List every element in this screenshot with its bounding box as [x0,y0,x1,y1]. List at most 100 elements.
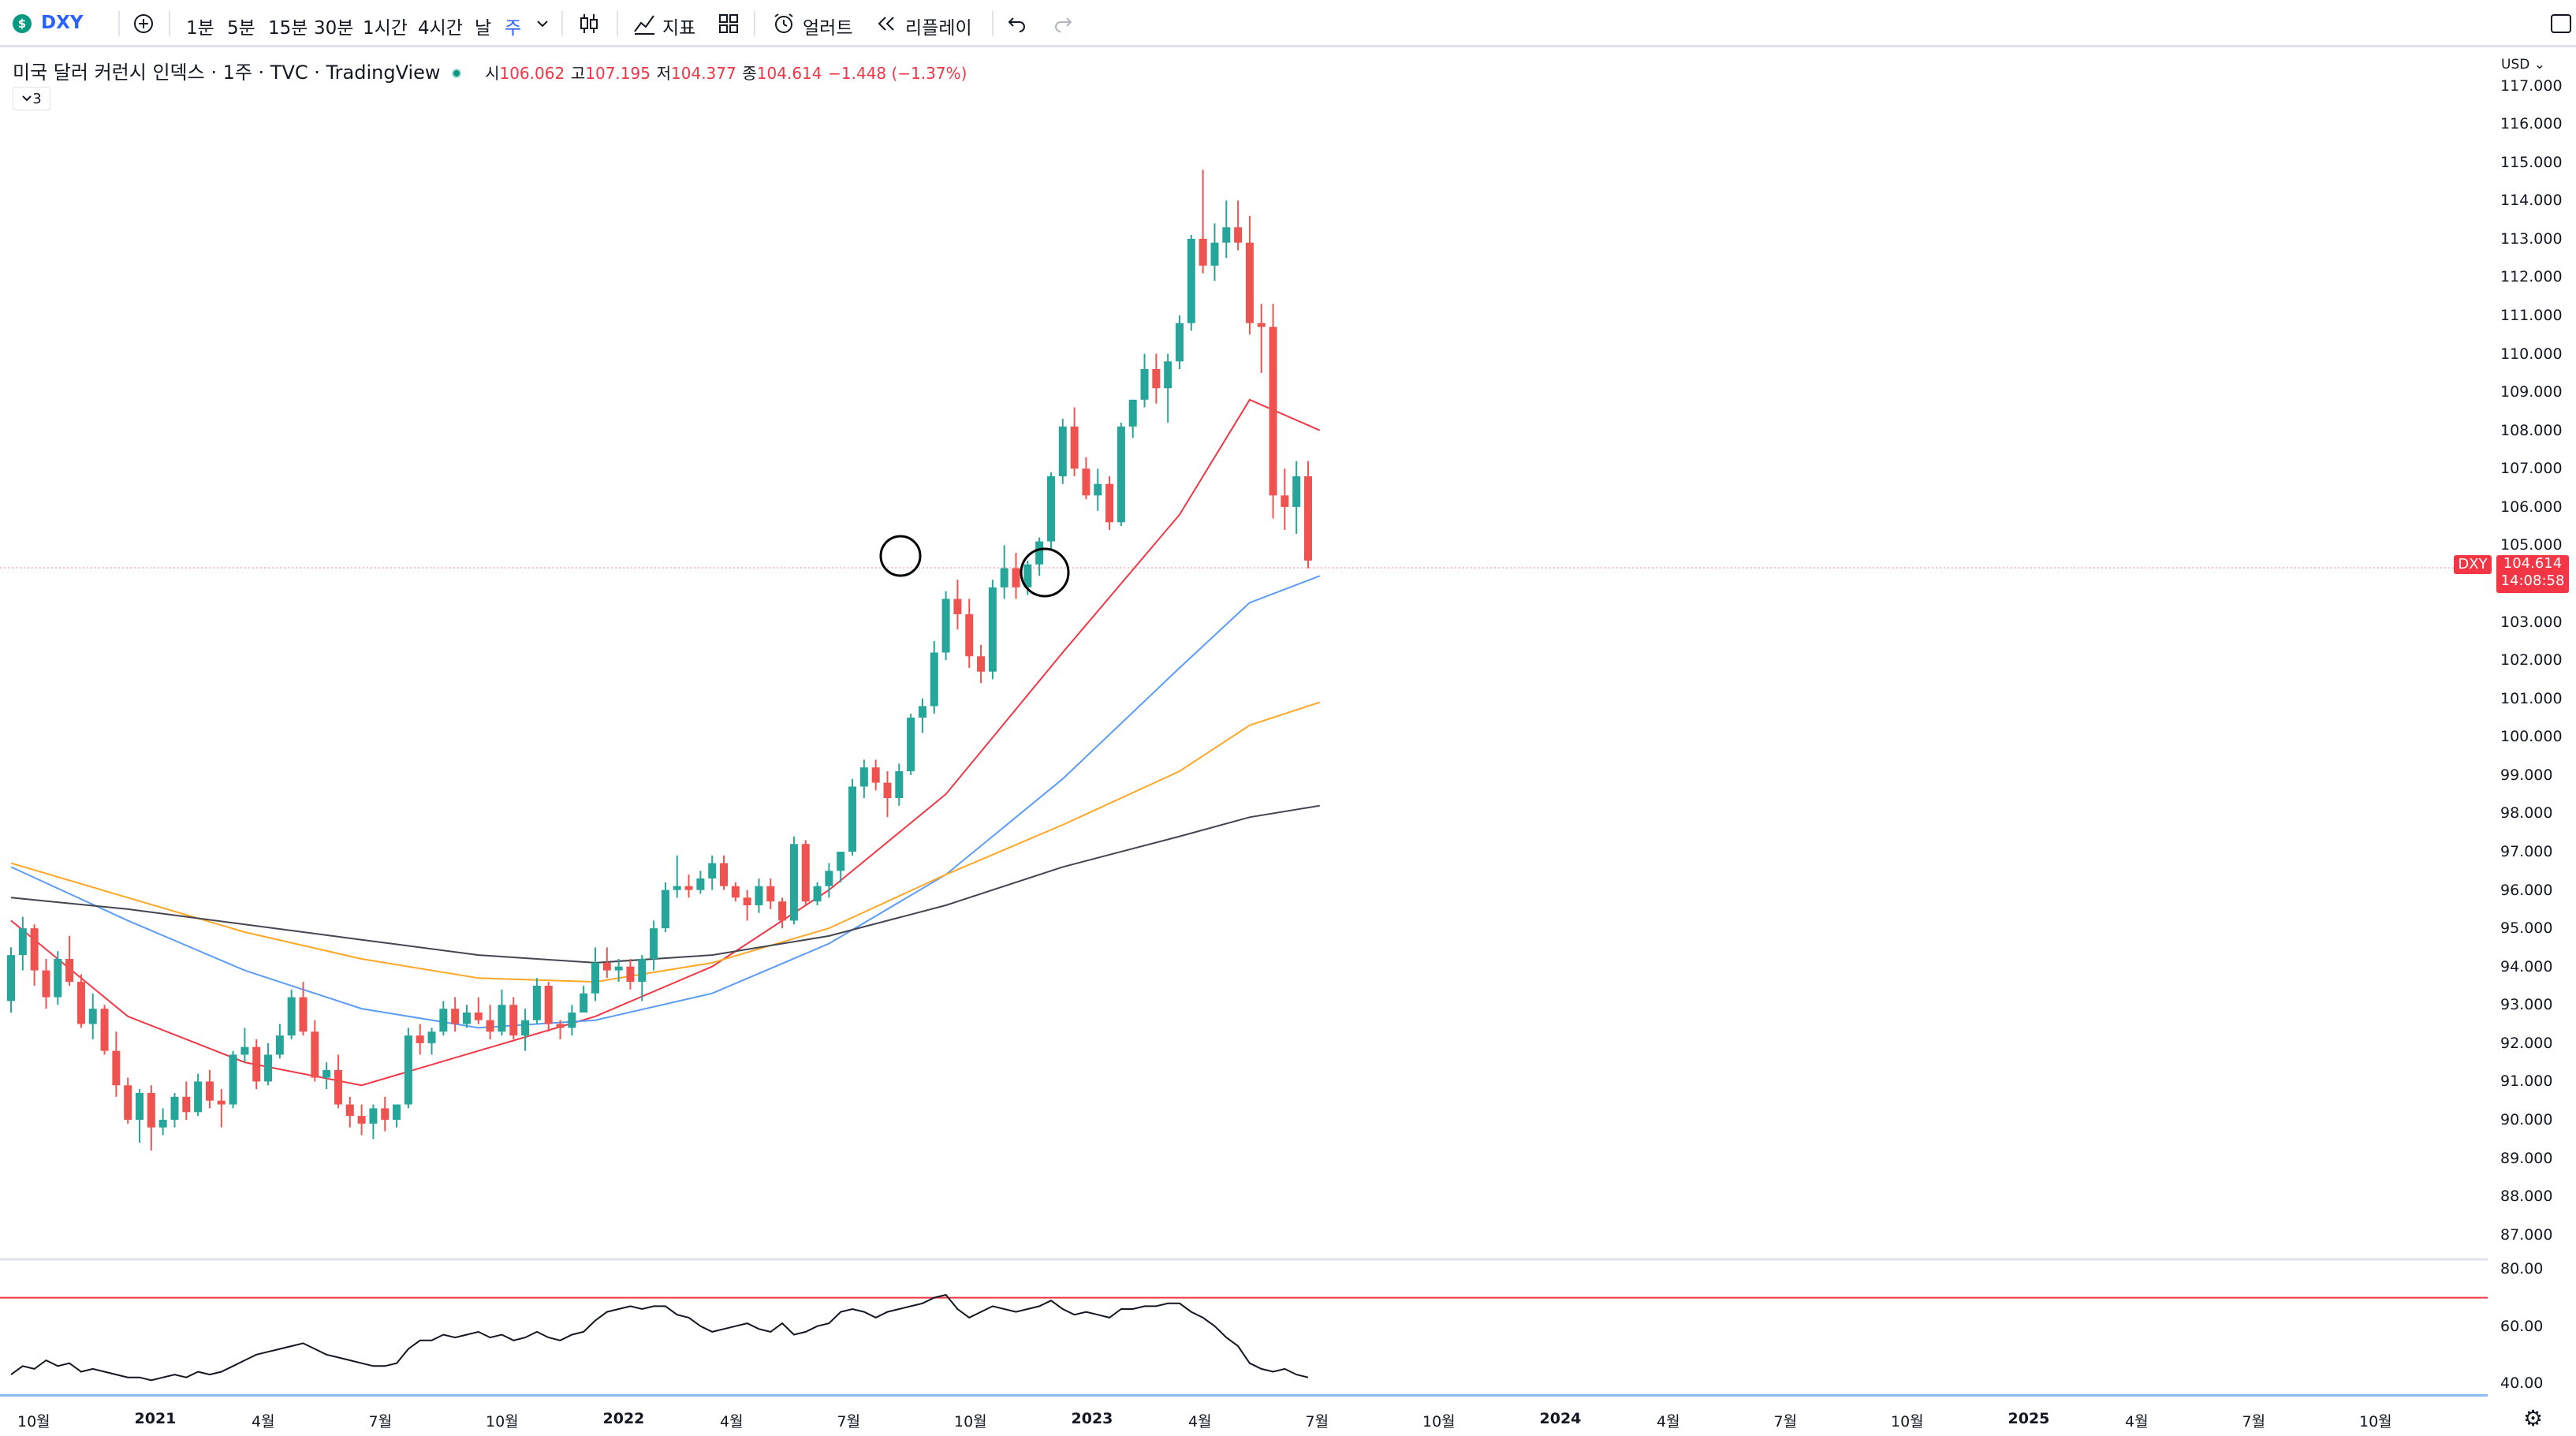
interval-30m[interactable]: 30분 [314,18,354,39]
indicators-button[interactable]: 지표 [662,18,696,39]
candle [532,978,541,1024]
candle [1292,461,1301,534]
fullscreen-icon[interactable] [2551,14,2571,33]
interval-1h[interactable]: 1시간 [363,18,408,39]
annotation-circle[interactable] [879,535,922,577]
candle [591,947,599,1001]
rsi-tick-label: 40.00 [2500,1374,2544,1392]
candle [883,771,892,818]
rsi-series [10,1293,1309,1382]
candle [1000,545,1008,599]
candle [1222,200,1231,259]
candle [1012,553,1020,599]
candle [1082,457,1090,500]
candle [602,947,611,979]
open-value: 106.062 [499,64,565,83]
price-tick-label: 99.000 [2500,766,2553,784]
price-tick-label: 94.000 [2500,957,2553,975]
indicators-icon[interactable] [632,12,656,35]
candle [1304,461,1313,569]
interval-5m[interactable]: 5분 [227,18,255,39]
candle [556,1020,565,1039]
replay-button[interactable]: 리플레이 [905,18,972,39]
price-tick-label: 106.000 [2500,498,2563,516]
candle [930,640,938,714]
candle [474,997,483,1024]
price-tick-label: 105.000 [2500,536,2563,554]
toolbar-divider [169,11,170,36]
candle [264,1042,273,1086]
candle [1210,223,1219,282]
candle [720,855,729,890]
alarm-clock-icon[interactable] [771,11,796,36]
price-tick-label: 87.000 [2500,1225,2553,1244]
candle [1234,200,1243,251]
price-tick-label: 112.000 [2500,268,2563,286]
candle [988,580,997,680]
candle [100,1005,109,1055]
interval-15m[interactable]: 15분 [268,18,308,39]
rsi-pane[interactable] [0,1258,2488,1397]
candle [1187,235,1195,331]
chevron-down-icon[interactable] [535,17,550,30]
candle [650,920,658,971]
symbol-logo-icon: $ [13,14,32,33]
interval-week[interactable]: 주 [505,18,522,39]
price-chart[interactable] [0,47,2488,1254]
rewind-icon[interactable] [875,14,899,33]
currency-selector[interactable]: USD ⌄ [2501,57,2545,73]
chevron-down-icon [22,95,32,102]
undo-icon[interactable] [1006,14,1028,33]
candle [1152,353,1161,404]
time-tick-label: 7월 [1305,1413,1329,1430]
candle [451,997,460,1032]
time-tick-label: 7월 [2242,1413,2266,1430]
alert-button[interactable]: 얼러트 [803,18,853,39]
annotation-circle[interactable] [1020,547,1070,598]
symbol-price-flag: DXY [2454,555,2492,574]
time-axis[interactable]: 10월 2021 4월 7월 10월 2022 4월 7월 10월 2023 4월 7월 10월 2024… [0,1397,2488,1436]
grid-icon[interactable] [718,13,740,35]
candle [1140,353,1149,408]
candle [813,882,822,905]
gear-icon[interactable]: ⚙ [2523,1405,2544,1431]
price-tick-label: 91.000 [2500,1072,2553,1091]
candle [1281,468,1289,530]
candle [626,959,635,990]
symbol-search-button[interactable]: DXY [41,13,84,33]
candle [357,1104,366,1136]
candle [801,840,810,905]
time-tick-label: 7월 [837,1413,861,1430]
candle [580,986,588,1013]
candle [1035,537,1044,576]
candle [907,714,915,775]
price-axis[interactable]: 117.000 116.000 115.000 114.000 113.000 112.0… [2488,47,2576,1388]
plus-circle-icon[interactable] [132,13,155,35]
candle [918,698,926,733]
candle [42,959,50,1009]
price-tick-label: 110.000 [2500,345,2563,363]
candle [661,882,669,932]
interval-day[interactable]: 날 [475,18,492,39]
redo-icon[interactable] [1052,14,1074,33]
time-tick-label: 7월 [368,1413,393,1430]
candle [147,1085,155,1151]
indicator-collapse-button[interactable]: 3 [13,87,50,110]
price-tick-label: 103.000 [2500,613,2563,631]
price-tick-label: 108.000 [2500,421,2563,439]
time-tick-label: 10월 [954,1413,987,1430]
interval-1m[interactable]: 1분 [186,18,214,39]
candle [696,871,705,894]
candle [1070,407,1079,476]
candle [544,982,553,1032]
bar-countdown: 14:08:58 [2500,573,2565,589]
candle [766,878,775,909]
candle [345,1096,354,1128]
candle [7,947,15,1013]
candles-icon[interactable] [577,11,601,36]
price-tick-label: 96.000 [2500,881,2553,899]
interval-4h[interactable]: 4시간 [418,18,463,39]
price-tick-label: 107.000 [2500,460,2563,478]
candle [755,878,763,913]
candle [965,599,974,668]
